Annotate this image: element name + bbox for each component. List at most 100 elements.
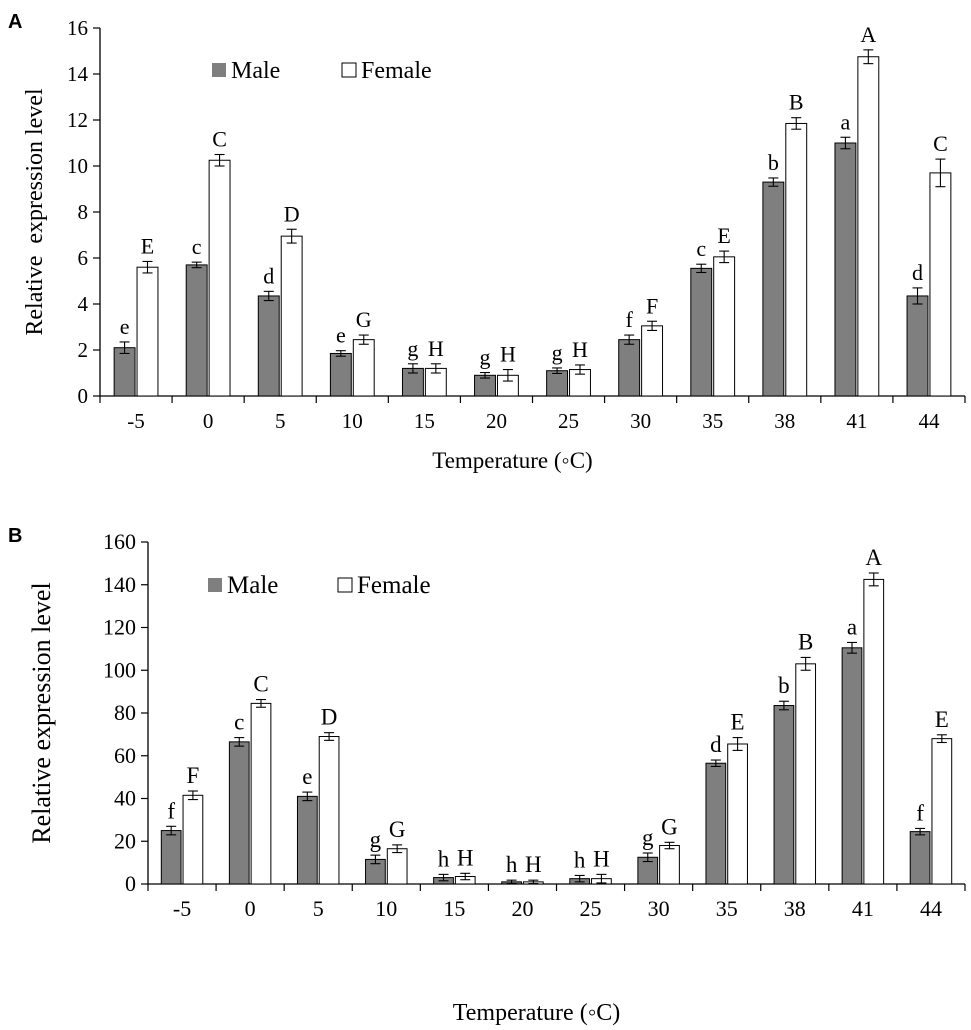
x-tick-label: 0: [245, 896, 256, 921]
significance-letter: H: [572, 337, 588, 362]
y-tick-label: 100: [103, 657, 136, 682]
female-bar: [386, 848, 408, 885]
y-tick-label: 10: [67, 154, 88, 178]
significance-letter: E: [141, 233, 154, 258]
y-tick-label: 2: [78, 338, 89, 362]
male-bar: [841, 647, 863, 885]
panel-label: B: [8, 525, 22, 547]
x-axis-title: Temperature (◦C): [453, 1000, 620, 1026]
significance-letter: g: [370, 827, 382, 852]
female-bar: [929, 172, 952, 397]
significance-letter: H: [525, 852, 542, 877]
chart-panel-a: A 0 2 4 6 8 10 12 14 16 -5 0 5 10 15 20 25 30 35 38 41 44 e c d e…: [8, 11, 966, 473]
significance-letter: h: [574, 847, 586, 872]
female-bar: [352, 339, 375, 397]
x-tick-label: 20: [486, 409, 507, 433]
x-tick-label: 35: [716, 896, 738, 921]
x-tick-label: 35: [702, 409, 723, 433]
significance-letter: e: [336, 323, 346, 348]
y-tick-label: 140: [103, 572, 136, 597]
y-tick-label: 14: [67, 62, 89, 86]
x-tick-label: 41: [852, 896, 874, 921]
significance-letter: g: [480, 345, 491, 370]
legend-swatch-female: [337, 577, 353, 593]
significance-letter: b: [778, 673, 790, 698]
x-tick-label: 5: [275, 409, 286, 433]
y-tick-label: 4: [78, 292, 89, 316]
significance-letter: G: [356, 307, 372, 332]
significance-letter: H: [457, 845, 474, 870]
y-tick-label: 0: [125, 871, 136, 896]
significance-letter: h: [438, 846, 450, 871]
significance-letter: c: [696, 236, 706, 261]
significance-letter: E: [935, 707, 949, 732]
significance-letter: C: [253, 672, 268, 697]
x-tick-label: 15: [414, 409, 435, 433]
significance-letter: d: [912, 260, 923, 285]
y-axis-title: Relative expression level: [27, 582, 56, 843]
y-tick-label: 16: [67, 16, 88, 40]
significance-letter: f: [916, 800, 924, 825]
legend-label-male: Male: [231, 58, 280, 84]
x-tick-label: -5: [127, 409, 145, 433]
female-bar: [795, 663, 817, 885]
x-tick-label: 41: [846, 409, 867, 433]
significance-letter: C: [933, 131, 948, 156]
y-tick-label: 80: [114, 700, 136, 725]
male-bar: [690, 267, 713, 397]
significance-letter: g: [642, 825, 654, 850]
male-bar: [909, 831, 931, 885]
x-tick-label: 25: [558, 409, 579, 433]
male-bar: [160, 830, 182, 885]
female-bar: [727, 743, 748, 885]
male-bar: [185, 264, 208, 397]
significance-letter: g: [407, 336, 418, 361]
significance-letter: F: [187, 763, 200, 788]
significance-letter: d: [710, 732, 722, 757]
x-tick-label: 30: [630, 409, 651, 433]
significance-letter: A: [860, 22, 876, 47]
significance-letter: f: [626, 307, 634, 332]
significance-letter: E: [731, 710, 745, 735]
legend-label-female: Female: [357, 572, 431, 599]
male-bar: [906, 295, 929, 397]
significance-letter: D: [321, 705, 338, 730]
x-tick-label: 10: [342, 409, 363, 433]
male-bar: [257, 295, 280, 397]
legend-label-male: Male: [227, 572, 278, 599]
male-bar: [762, 181, 785, 397]
x-tick-label: 0: [203, 409, 214, 433]
significance-letter: d: [263, 263, 274, 288]
male-bar: [228, 741, 250, 885]
male-bar: [773, 705, 795, 885]
female-bar: [713, 256, 736, 397]
female-bar: [863, 578, 885, 885]
significance-letter: b: [768, 150, 779, 175]
significance-letter: H: [500, 342, 516, 367]
chart-panel-b: B 0 20 40 60 80 100 120 140 160 -5 0 5 10 15 20 25 30 35 38…: [8, 525, 966, 1026]
significance-letter: E: [717, 223, 730, 248]
significance-letter: B: [789, 90, 804, 115]
significance-letter: G: [661, 814, 678, 839]
y-tick-label: 60: [114, 743, 136, 768]
panel-label: A: [8, 11, 22, 33]
x-tick-label: -5: [173, 896, 191, 921]
significance-letter: G: [389, 817, 406, 842]
x-tick-label: 15: [443, 896, 465, 921]
female-bar: [659, 845, 680, 885]
significance-letter: H: [428, 336, 444, 361]
female-bar: [785, 122, 808, 397]
significance-letter: D: [284, 201, 300, 226]
male-bar: [296, 795, 318, 885]
x-tick-label: 5: [313, 896, 324, 921]
x-tick-label: 38: [784, 896, 806, 921]
male-bar: [834, 142, 857, 397]
female-bar: [318, 736, 340, 885]
female-bar: [136, 266, 159, 397]
female-bar: [641, 325, 664, 397]
y-tick-label: 160: [103, 529, 136, 554]
female-bar: [857, 56, 880, 397]
y-tick-label: 0: [78, 384, 89, 408]
significance-letter: B: [798, 629, 813, 654]
x-tick-label: 25: [580, 896, 602, 921]
